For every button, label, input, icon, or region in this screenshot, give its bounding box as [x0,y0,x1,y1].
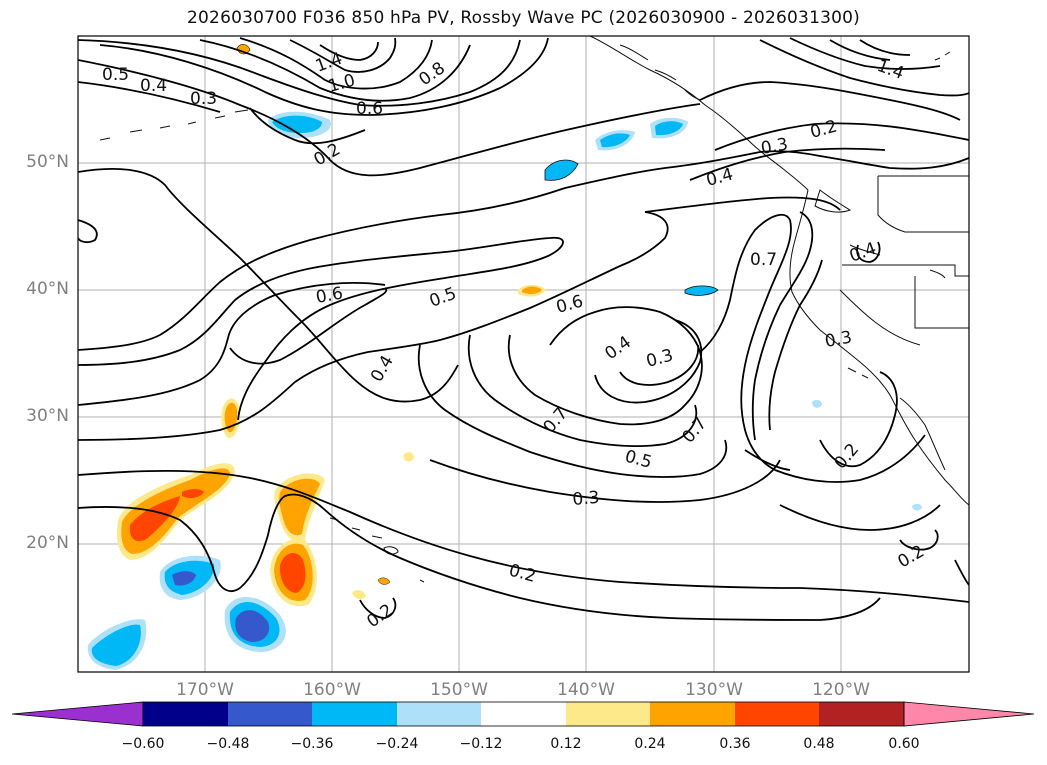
colorbar [11,701,1035,727]
contour-label: 0.3 [759,135,789,159]
colorbar-tick-label: 0.36 [719,736,751,752]
colorbar-bin [735,702,819,726]
contour-label: 0.7 [750,250,777,270]
contour-label: 0.3 [190,89,217,109]
colorbar-tick-label: −0.60 [121,736,165,752]
colorbar-bin [819,702,904,726]
colorbar-tick-label: −0.24 [375,736,419,752]
pv-anomaly-fills [87,44,922,670]
colorbar-tick-label: 0.12 [550,736,582,752]
y-tick-label: 30°N [26,406,69,426]
colorbar-bin [143,702,228,726]
colorbar-tick-label: −0.36 [290,736,334,752]
colorbar-extend-low [11,701,144,727]
colorbar-bin [481,702,566,726]
x-tick-label: 170°W [176,680,234,700]
colorbar-outline [142,701,905,727]
contour-lines [78,37,969,621]
y-tick-label: 20°N [26,533,69,553]
plot-border [77,35,970,673]
y-tick-label: 40°N [26,279,69,299]
colorbar-extend-high [903,701,1035,727]
colorbar-tick-label: 0.48 [803,736,835,752]
colorbar-bin [228,702,312,726]
coastlines [99,36,969,583]
colorbar-tick-label: −0.48 [206,736,250,752]
gridlines [78,36,969,672]
y-tick-label: 50°N [26,152,69,172]
plot-area: 0.5 0.4 0.3 1.4 1.0 0.8 0.6 0.2 0.6 0.5 … [78,36,969,672]
contour-label: 0.6 [314,284,344,308]
x-tick-label: 160°W [303,680,361,700]
colorbar-bin [650,702,735,726]
colorbar-tick-label: 0.60 [888,736,920,752]
x-tick-label: 120°W [812,680,870,700]
x-tick-label: 140°W [557,680,615,700]
contour-label: 0.3 [572,488,601,510]
contour-label: 0.5 [102,65,129,85]
x-tick-label: 130°W [685,680,743,700]
contour-label: 0.4 [140,76,167,96]
map-title: 2026030700 F036 850 hPa PV, Rossby Wave … [187,8,860,28]
contour-label: 0.6 [356,99,383,119]
contour-label: 0.3 [823,328,853,352]
x-tick-label: 150°W [430,680,488,700]
colorbar-tick-label: 0.24 [634,736,666,752]
colorbar-bin [397,702,481,726]
colorbar-tick-label: −0.12 [459,736,503,752]
colorbar-bin [312,702,397,726]
colorbar-bin [566,702,650,726]
